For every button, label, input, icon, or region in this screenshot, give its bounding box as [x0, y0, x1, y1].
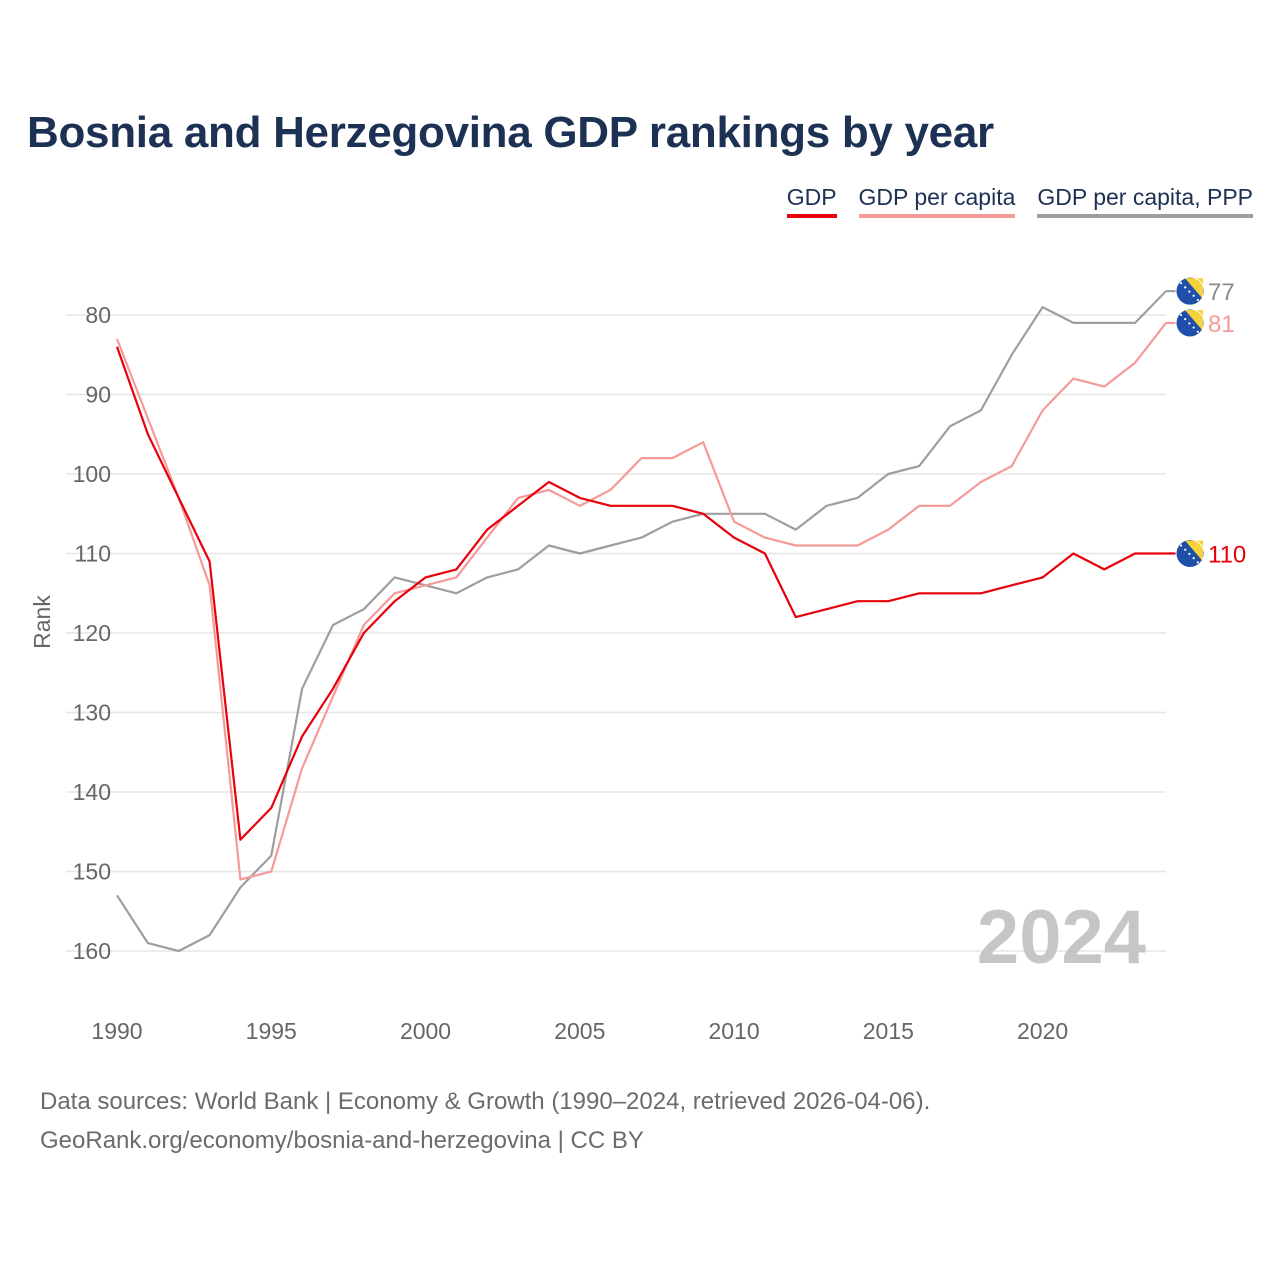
flag-icon-star: [1188, 552, 1191, 556]
flag-icon-star: [1179, 282, 1183, 285]
y-axis-label: Rank: [29, 595, 55, 649]
y-tick-label: 160: [73, 938, 111, 964]
y-tick-label: 140: [73, 779, 111, 805]
y-tick-label: 110: [74, 541, 111, 567]
flag-icon-star: [1192, 557, 1195, 560]
source-url: GeoRank.org/economy/bosnia-and-herzegovi…: [40, 1127, 644, 1154]
flag-icon-star: [1179, 313, 1183, 317]
y-tick-label: 120: [73, 620, 111, 646]
x-tick-label: 2010: [708, 1018, 759, 1044]
series-line-gdp: [115, 346, 1166, 841]
flag-icon-triangle: [1185, 540, 1203, 562]
flag-icon-star: [1184, 318, 1187, 321]
y-tick-label: 100: [73, 461, 111, 487]
legend-item-gdp[interactable]: GDP: [786, 184, 837, 218]
source-note: Data sources: World Bank | Economy & Gro…: [40, 1088, 931, 1115]
flag-icon-star: [1184, 286, 1187, 289]
flag-icon-star: [1192, 326, 1195, 329]
flag-icon-star: [1188, 290, 1191, 293]
end-value-label-0: 110: [1208, 542, 1246, 569]
y-tick-label: 80: [85, 302, 111, 328]
end-value-label-2: 77: [1208, 279, 1235, 306]
x-tick-label: 1990: [91, 1018, 142, 1044]
flag-icon-border: [1175, 308, 1205, 338]
flag-icon-star: [1196, 298, 1199, 302]
flag-icon-star: [1192, 294, 1195, 297]
flag-icon-border: [1175, 539, 1205, 568]
x-tick-label: 2020: [1017, 1018, 1068, 1044]
year-watermark: 2024: [977, 895, 1146, 980]
x-tick-label: 2015: [863, 1018, 914, 1044]
x-tick-label: 2000: [400, 1018, 451, 1044]
legend-item-gdp-per-capita[interactable]: GDP per capita: [858, 184, 1016, 218]
legend-item-gdp-per-capita-ppp[interactable]: GDP per capita, PPP: [1037, 184, 1253, 218]
x-tick-label: 2005: [554, 1018, 605, 1044]
flag-icon-star: [1196, 330, 1199, 333]
flag-icon-star: [1196, 561, 1199, 564]
flag-icon-star: [1188, 322, 1191, 325]
y-tick-label: 130: [73, 700, 111, 726]
flag-icon-triangle: [1185, 278, 1203, 300]
flag-icon-star: [1184, 548, 1187, 551]
series-line-gdp-per-capita-ppp: [116, 290, 1167, 953]
y-tick-label: 150: [73, 859, 111, 885]
series-line-gdp-per-capita: [115, 322, 1167, 881]
legend: GDP GDP per capita GDP per capita, PPP: [786, 184, 1253, 218]
flag-icon-star: [1179, 544, 1183, 547]
flag-icon-triangle: [1185, 309, 1203, 331]
x-tick-label: 1995: [246, 1018, 297, 1044]
end-value-label-1: 81: [1208, 311, 1235, 338]
flag-icon-border: [1175, 276, 1205, 306]
chart-title: Bosnia and Herzegovina GDP rankings by y…: [27, 108, 994, 157]
y-tick-label: 90: [85, 382, 111, 408]
